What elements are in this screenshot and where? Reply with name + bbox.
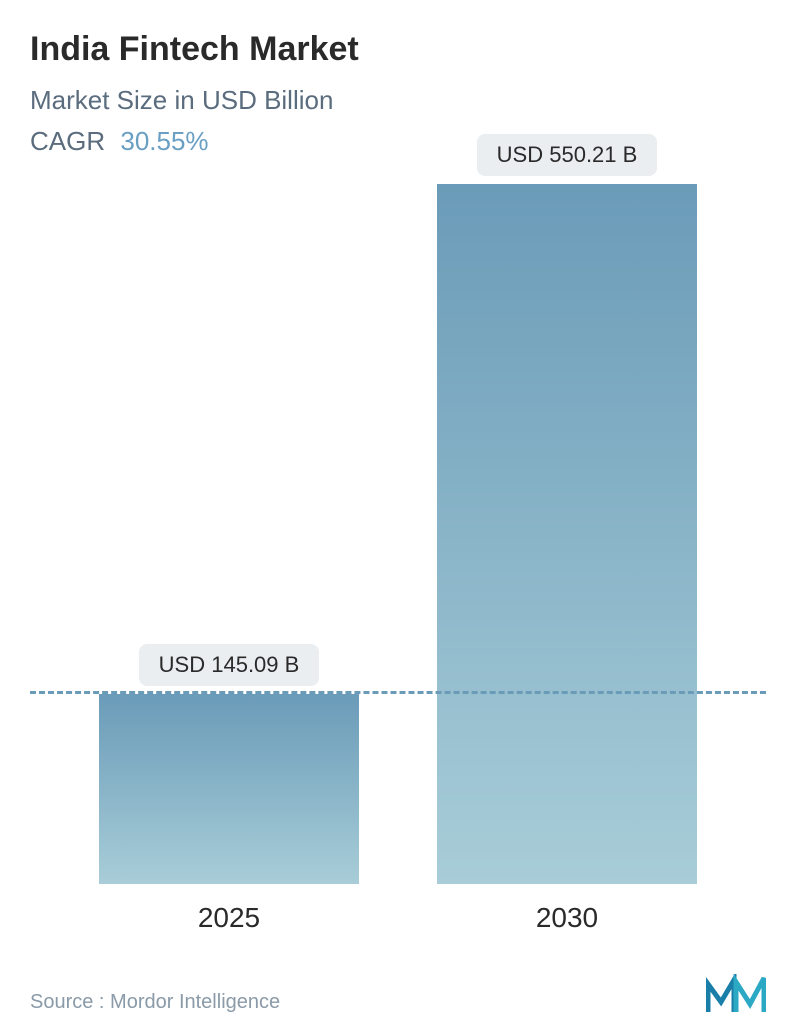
source-text: Source : Mordor Intelligence (30, 991, 280, 1014)
mordor-logo-icon (706, 974, 766, 1014)
bar-group-2025: USD 145.09 B (89, 644, 369, 884)
cagr-label: CAGR (30, 126, 105, 156)
chart-subtitle: Market Size in USD Billion (30, 85, 766, 116)
bars-container: USD 145.09 B USD 550.21 B (30, 164, 766, 884)
chart-title: India Fintech Market (30, 30, 766, 69)
reference-line (30, 691, 766, 694)
bar-label-2025: USD 145.09 B (139, 644, 320, 686)
bar-group-2030: USD 550.21 B (427, 134, 707, 884)
chart-area: USD 145.09 B USD 550.21 B 2025 2030 (30, 187, 766, 964)
bar-2030 (437, 184, 697, 884)
x-axis-labels: 2025 2030 (30, 902, 766, 934)
footer: Source : Mordor Intelligence (30, 964, 766, 1014)
chart-container: India Fintech Market Market Size in USD … (0, 0, 796, 1034)
bar-label-2030: USD 550.21 B (477, 134, 658, 176)
cagr-value: 30.55% (120, 126, 208, 156)
bar-2025 (99, 694, 359, 884)
x-label-2030: 2030 (427, 902, 707, 934)
x-label-2025: 2025 (89, 902, 369, 934)
